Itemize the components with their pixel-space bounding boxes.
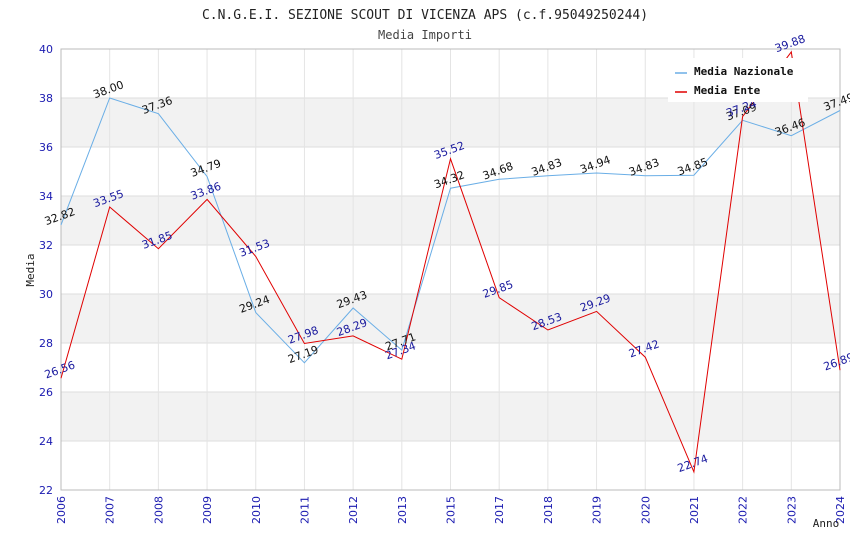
x-tick-label-2006: 2006 bbox=[55, 496, 68, 524]
x-tick-label-2021: 2021 bbox=[688, 496, 701, 524]
y-tick-label-28: 28 bbox=[39, 337, 53, 350]
x-tick-label-2012: 2012 bbox=[347, 496, 360, 524]
y-tick-label-26: 26 bbox=[39, 386, 53, 399]
y-tick-label-34: 34 bbox=[39, 190, 53, 203]
y-tick-label-22: 22 bbox=[39, 484, 53, 497]
legend-label-media-nazionale: Media Nazionale bbox=[694, 65, 794, 78]
x-tick-label-2007: 2007 bbox=[104, 496, 117, 524]
y-tick-label-40: 40 bbox=[39, 43, 53, 56]
y-tick-label-36: 36 bbox=[39, 141, 53, 154]
x-tick-label-2017: 2017 bbox=[493, 496, 506, 524]
x-tick-label-2024: 2024 bbox=[834, 496, 847, 524]
plot-frame bbox=[60, 48, 841, 491]
x-tick-label-2022: 2022 bbox=[737, 496, 750, 524]
x-tick-label-2015: 2015 bbox=[445, 496, 458, 524]
chart-subtitle: Media Importi bbox=[378, 28, 472, 42]
y-tick-label-30: 30 bbox=[39, 288, 53, 301]
x-tick-label-2008: 2008 bbox=[152, 496, 165, 524]
legend: Media Nazionale Media Ente bbox=[668, 58, 808, 102]
x-axis-ticks: 2006 2007 2008 2009 2010 2011 2012 2013 2015 2017… bbox=[55, 496, 847, 524]
y-axis-label: Media bbox=[24, 253, 37, 286]
x-tick-label-2018: 2018 bbox=[542, 496, 555, 524]
x-tick-label-2009: 2009 bbox=[201, 496, 214, 524]
y-axis-ticks: 22 24 26 28 30 32 34 36 38 40 bbox=[39, 43, 53, 497]
x-tick-label-2020: 2020 bbox=[639, 496, 652, 524]
series-line-media-nazionale bbox=[60, 97, 841, 364]
y-tick-label-32: 32 bbox=[39, 239, 53, 252]
series-line-media-ente bbox=[60, 50, 841, 474]
x-tick-label-2010: 2010 bbox=[250, 496, 263, 524]
x-axis-label: Anno bbox=[813, 517, 840, 530]
x-tick-label-2011: 2011 bbox=[298, 496, 311, 524]
legend-label-media-ente: Media Ente bbox=[694, 84, 761, 97]
y-tick-label-38: 38 bbox=[39, 92, 53, 105]
chart-title: C.N.G.E.I. SEZIONE SCOUT DI VICENZA APS … bbox=[202, 8, 648, 23]
y-tick-label-24: 24 bbox=[39, 435, 53, 448]
series-lines bbox=[60, 50, 841, 474]
x-tick-label-2019: 2019 bbox=[591, 496, 604, 524]
legend-box bbox=[668, 58, 808, 102]
x-tick-label-2023: 2023 bbox=[785, 496, 798, 524]
x-tick-label-2013: 2013 bbox=[396, 496, 409, 524]
